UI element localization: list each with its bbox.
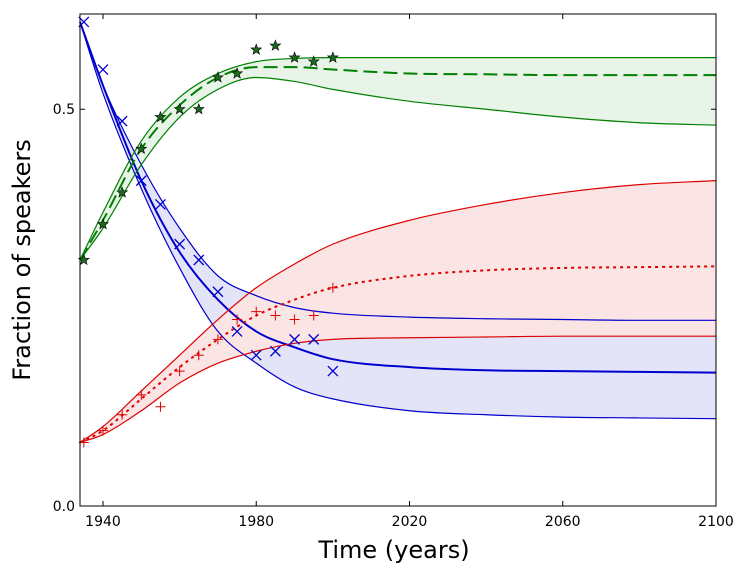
red-marker <box>251 306 262 317</box>
y-axis-label: Fraction of speakers <box>8 139 36 381</box>
blue-marker <box>250 349 262 361</box>
axis-ticks: 1940 1980 2020 2060 2100 0.0 0.5 <box>53 14 734 530</box>
red-marker <box>174 366 185 377</box>
red-marker <box>212 334 223 345</box>
green-marker <box>231 67 244 79</box>
y-tick-label: 0.5 <box>53 102 75 118</box>
x-tick-label: 2060 <box>545 514 581 530</box>
red-marker <box>155 401 166 412</box>
green-marker <box>96 217 110 230</box>
green-marker <box>211 71 224 83</box>
blue-marker <box>116 115 128 127</box>
red-marker <box>117 409 128 420</box>
green-marker <box>192 102 205 115</box>
green-marker <box>135 142 148 155</box>
green-marker <box>173 102 186 115</box>
green-marker <box>116 186 129 198</box>
green-marker <box>307 55 320 67</box>
green-marker <box>326 51 339 63</box>
plot-frame <box>79 13 717 507</box>
blue-marker <box>212 286 224 298</box>
blue-marker <box>135 175 147 187</box>
red-marker <box>136 389 147 400</box>
green-marker <box>269 39 282 51</box>
blue-marker <box>327 365 339 377</box>
blue-lower-line <box>79 21 717 420</box>
x-axis-label: Time (years) <box>317 536 469 564</box>
blue-marker <box>97 64 109 76</box>
red-marker <box>232 314 243 325</box>
red-band <box>80 180 716 443</box>
blue-upper-line <box>79 21 716 321</box>
blue-marker <box>269 345 281 357</box>
y-tick-label: 0.0 <box>53 499 75 515</box>
x-tick-label: 2020 <box>392 514 428 530</box>
green-marker <box>250 43 263 55</box>
x-tick-label: 2100 <box>698 514 734 530</box>
plot-layers <box>77 16 717 448</box>
x-tick-label: 1940 <box>85 514 121 530</box>
blue-marker <box>193 254 205 266</box>
red-marker <box>308 310 319 321</box>
red-center-line <box>79 265 717 444</box>
red-lower-line <box>79 335 716 444</box>
green-band <box>80 57 716 261</box>
x-tick-label: 1980 <box>238 514 274 530</box>
uncertainty-bands <box>80 21 716 443</box>
red-marker <box>97 425 108 436</box>
blue-marker <box>289 333 301 345</box>
red-marker <box>289 314 300 325</box>
green-marker <box>154 110 167 123</box>
blue-marker <box>231 325 243 337</box>
blue-marker <box>308 333 320 345</box>
blue-marker <box>174 238 186 250</box>
green-lower-line <box>79 76 717 261</box>
red-marker <box>270 310 281 321</box>
green-marker <box>288 51 301 63</box>
red-marker <box>193 350 204 361</box>
blue-marker <box>154 198 166 210</box>
red-marker <box>327 282 338 293</box>
